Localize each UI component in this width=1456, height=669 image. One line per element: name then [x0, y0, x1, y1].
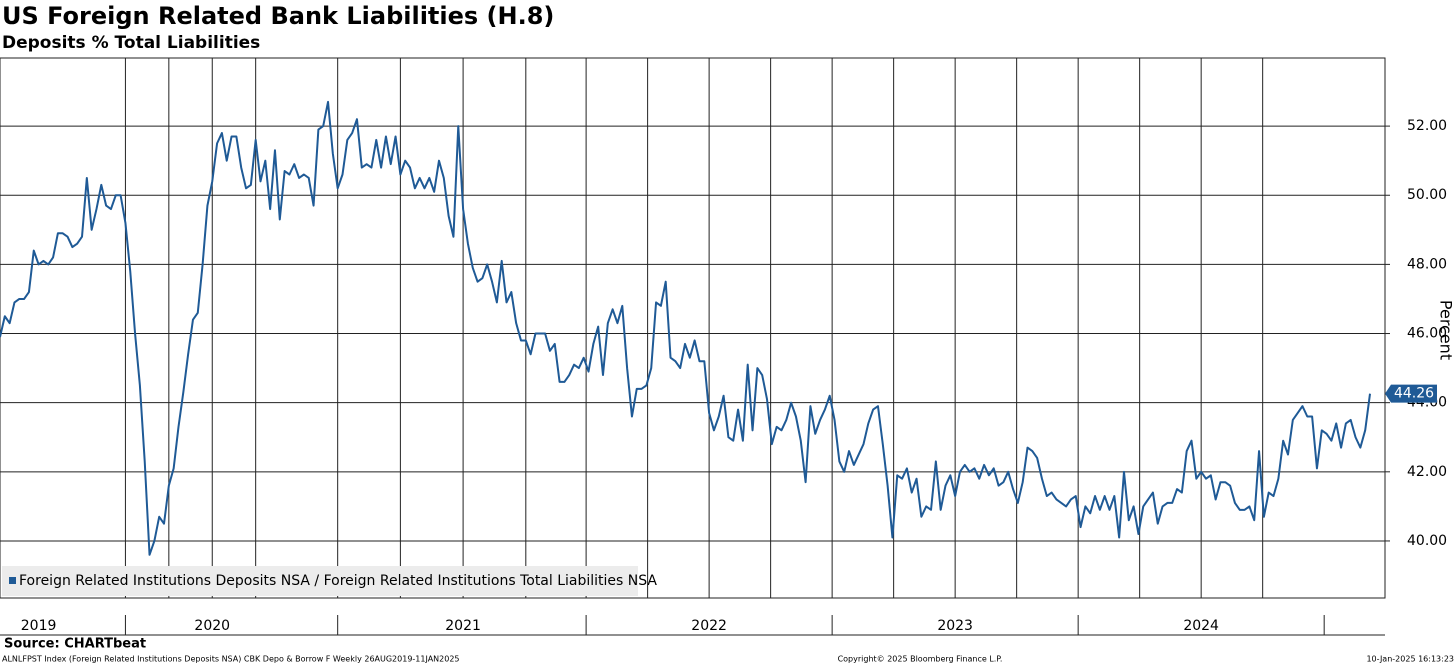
y-tick-label: 50.00: [1407, 187, 1447, 203]
footer-left: ALNLFPST Index (Foreign Related Institut…: [2, 655, 460, 664]
last-value-box: [1385, 384, 1437, 403]
data-line: [0, 100, 1371, 556]
last-value-label: 44.26: [1394, 386, 1434, 402]
legend: Foreign Related Institutions Deposits NS…: [2, 566, 657, 596]
legend-label: Foreign Related Institutions Deposits NS…: [19, 573, 657, 589]
y-tick-label: 48.00: [1407, 256, 1447, 272]
x-tick-label: 2024: [1183, 618, 1219, 634]
legend-swatch: [9, 577, 16, 584]
chart-subtitle: Deposits % Total Liabilities: [2, 33, 260, 53]
y-tick-label: 40.00: [1407, 533, 1447, 549]
x-tick-label: 2022: [691, 618, 727, 634]
chart-title: US Foreign Related Bank Liabilities (H.8…: [2, 2, 554, 30]
plot-area: [0, 57, 1386, 599]
x-tick-label: 2021: [445, 618, 481, 634]
legend-background: [2, 566, 638, 596]
footer-right: 10-Jan-2025 16:13:23: [1366, 655, 1454, 664]
y-tick-label: 52.00: [1407, 118, 1447, 134]
footer-center: Copyright© 2025 Bloomberg Finance L.P.: [838, 655, 1003, 664]
x-tick-label: 2023: [937, 618, 973, 634]
y-tick-label: 46.00: [1407, 326, 1447, 342]
x-tick-label: 2019: [21, 618, 57, 634]
source: Source: CHARTbeat: [4, 637, 146, 652]
x-tick-label: 2020: [194, 618, 230, 634]
y-axis-label: Percent: [1437, 300, 1456, 360]
y-tick-label: 42.00: [1407, 464, 1447, 480]
